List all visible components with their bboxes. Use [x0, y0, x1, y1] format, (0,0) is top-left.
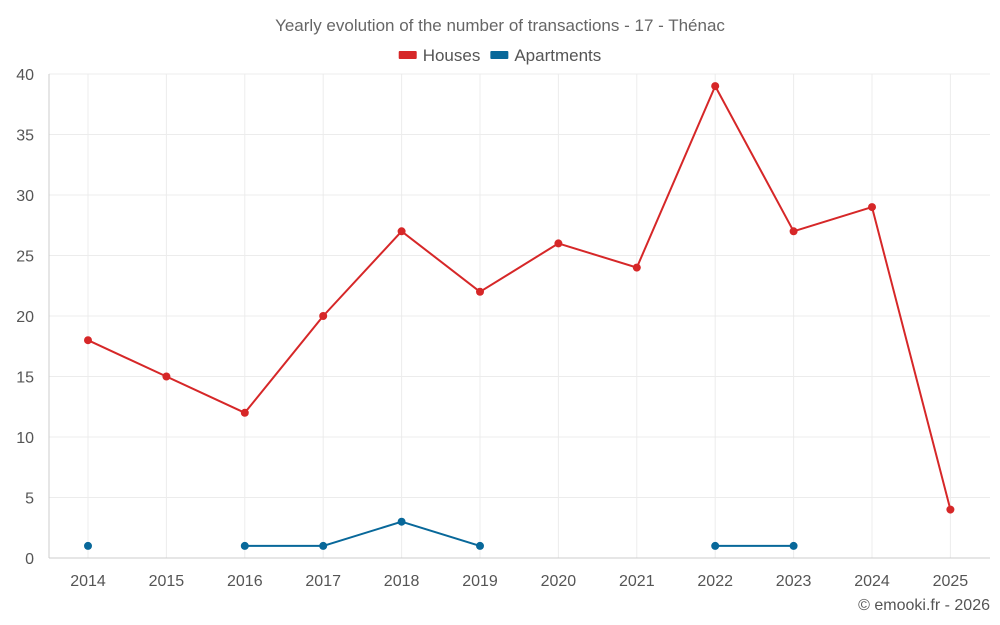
point-houses-2016[interactable]	[240, 408, 249, 417]
x-tick-label-2019: 2019	[462, 573, 498, 590]
y-tick-label-35: 35	[16, 128, 34, 145]
grid	[49, 73, 990, 558]
x-axis: 2014 2015 2016 2017 2018 2019 2020 2021 2022 2023…	[49, 557, 990, 590]
series-line-apartments-0	[244, 520, 481, 547]
point-houses-2024[interactable]	[868, 203, 876, 212]
y-tick-label-5: 5	[25, 491, 34, 508]
point-apartments-2019[interactable]	[476, 541, 484, 550]
credit-text: © emooki.fr - 2026	[858, 597, 990, 614]
y-tick-label-40: 40	[16, 67, 34, 84]
x-tick-label-2015: 2015	[149, 573, 185, 590]
point-houses-2021[interactable]	[632, 263, 641, 272]
y-tick-label-10: 10	[16, 430, 34, 447]
series-apartments	[84, 517, 798, 550]
x-tick-label-2017: 2017	[305, 573, 341, 590]
series-houses	[84, 82, 955, 514]
point-apartments-2022[interactable]	[711, 541, 720, 550]
x-tick-label-2020: 2020	[541, 573, 577, 590]
legend: Houses Apartments	[398, 46, 601, 65]
point-houses-2023[interactable]	[789, 227, 798, 236]
point-houses-2019[interactable]	[476, 287, 484, 296]
x-tick-label-2014: 2014	[70, 573, 106, 590]
point-apartments-2017[interactable]	[319, 541, 328, 550]
y-tick-label-30: 30	[16, 188, 34, 205]
x-tick-label-2022: 2022	[697, 573, 733, 590]
point-apartments-2023[interactable]	[789, 541, 798, 550]
x-tick-label-2016: 2016	[227, 573, 263, 590]
point-houses-2015[interactable]	[162, 372, 171, 381]
y-axis: 0 5 10 15 20 25 30 35 40	[16, 67, 50, 568]
point-houses-2014[interactable]	[84, 336, 92, 345]
point-apartments-2018[interactable]	[397, 517, 406, 526]
point-houses-2018[interactable]	[397, 227, 406, 236]
legend-swatch-apartments	[490, 51, 509, 59]
x-tick-label-2023: 2023	[776, 573, 812, 590]
y-tick-label-15: 15	[16, 370, 34, 387]
point-apartments-2016[interactable]	[240, 541, 249, 550]
point-houses-2020[interactable]	[554, 239, 563, 248]
point-houses-2017[interactable]	[319, 312, 328, 320]
legend-label-apartments[interactable]: Apartments	[514, 46, 601, 65]
x-tick-label-2021: 2021	[619, 573, 655, 590]
point-apartments-2014[interactable]	[84, 541, 92, 550]
x-tick-label-2025: 2025	[933, 573, 969, 590]
legend-swatch-houses	[398, 51, 417, 59]
point-houses-2025[interactable]	[946, 505, 955, 514]
point-houses-2022[interactable]	[711, 82, 720, 91]
y-tick-label-0: 0	[25, 551, 34, 568]
x-tick-label-2018: 2018	[384, 573, 420, 590]
chart-title: Yearly evolution of the number of transa…	[275, 16, 725, 35]
x-tick-label-2024: 2024	[854, 573, 890, 590]
y-tick-label-25: 25	[16, 249, 34, 266]
series-layer	[84, 82, 955, 550]
series-line-houses-0	[87, 85, 952, 510]
legend-label-houses[interactable]: Houses	[423, 46, 481, 65]
y-tick-label-20: 20	[16, 309, 34, 326]
